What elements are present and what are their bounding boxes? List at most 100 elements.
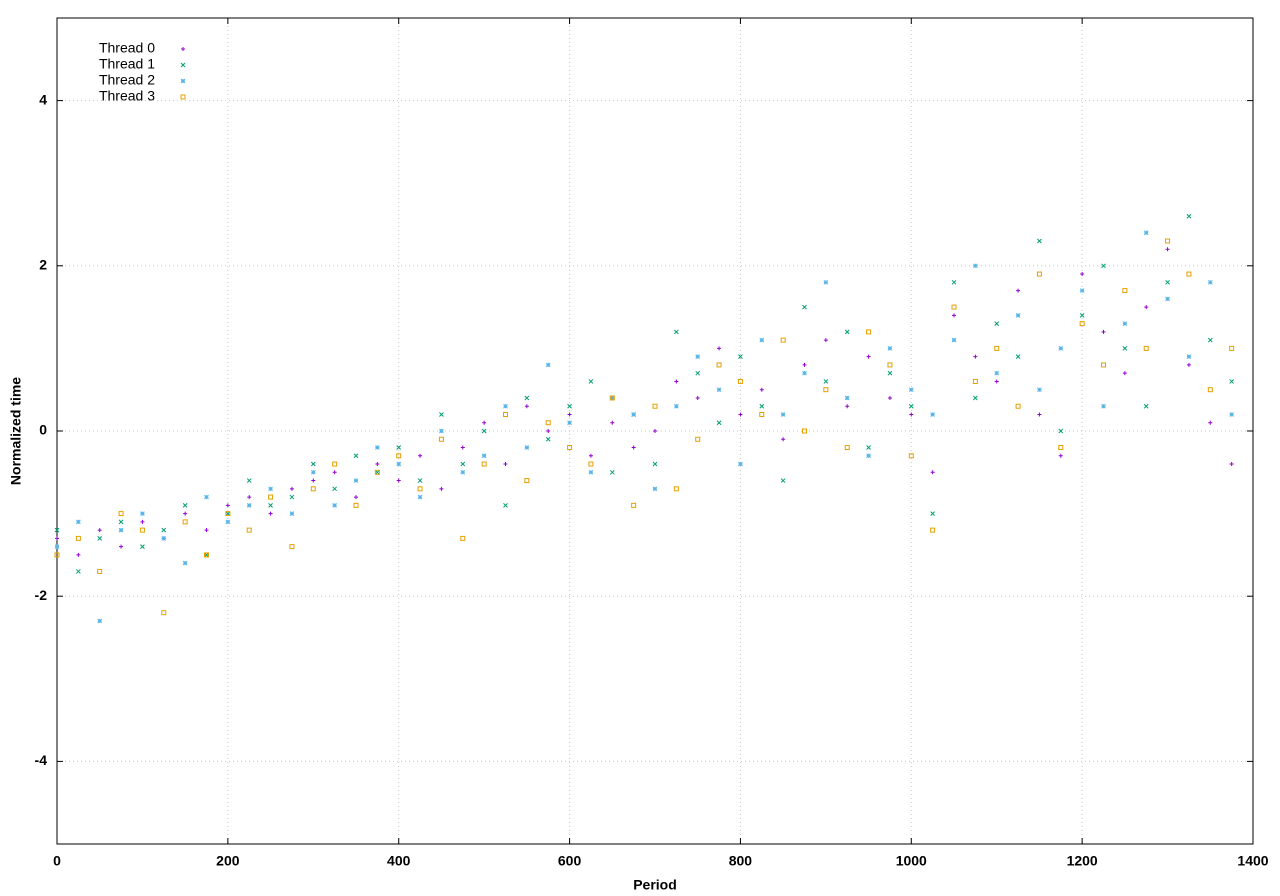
point bbox=[310, 469, 316, 475]
point bbox=[631, 412, 636, 417]
point bbox=[76, 569, 81, 574]
point bbox=[481, 461, 487, 467]
point bbox=[140, 511, 145, 516]
point bbox=[268, 502, 273, 508]
point bbox=[823, 338, 828, 343]
point bbox=[374, 469, 380, 475]
point bbox=[118, 519, 124, 525]
point bbox=[1186, 213, 1192, 219]
point bbox=[1016, 288, 1021, 293]
point bbox=[161, 536, 167, 541]
point bbox=[1037, 412, 1042, 417]
point bbox=[289, 544, 295, 550]
point bbox=[973, 395, 978, 401]
point bbox=[1080, 272, 1085, 277]
point bbox=[610, 420, 615, 425]
point bbox=[97, 536, 103, 541]
point bbox=[140, 519, 145, 524]
point bbox=[972, 378, 978, 384]
point bbox=[1058, 453, 1063, 458]
point bbox=[76, 519, 81, 525]
point bbox=[1101, 263, 1106, 269]
x-tick-label: 1400 bbox=[1237, 853, 1268, 869]
point bbox=[438, 436, 444, 442]
point bbox=[781, 437, 786, 442]
point bbox=[332, 486, 337, 492]
point bbox=[567, 445, 573, 451]
point bbox=[1207, 279, 1213, 285]
point bbox=[460, 535, 466, 541]
legend-label: Thread 2 bbox=[99, 72, 155, 88]
point bbox=[97, 528, 102, 533]
point bbox=[908, 453, 914, 459]
point bbox=[1058, 445, 1064, 451]
point bbox=[866, 354, 871, 359]
point bbox=[161, 527, 167, 533]
point bbox=[140, 544, 145, 549]
point bbox=[311, 478, 316, 483]
point bbox=[1101, 329, 1106, 334]
point bbox=[417, 478, 423, 483]
point bbox=[780, 412, 786, 417]
point bbox=[1037, 387, 1042, 393]
x-tick-label: 200 bbox=[216, 853, 240, 869]
point bbox=[503, 411, 508, 417]
legend-marker bbox=[180, 62, 186, 68]
point bbox=[1229, 412, 1234, 417]
point bbox=[375, 445, 380, 450]
point bbox=[567, 403, 572, 409]
point bbox=[994, 379, 999, 384]
point bbox=[1122, 371, 1127, 376]
point bbox=[545, 436, 551, 442]
point bbox=[802, 370, 807, 376]
x-tick-label: 400 bbox=[387, 853, 411, 869]
point bbox=[545, 420, 551, 426]
point bbox=[994, 321, 1000, 326]
point bbox=[780, 478, 786, 483]
point bbox=[503, 502, 508, 508]
point bbox=[225, 503, 230, 508]
point bbox=[353, 478, 359, 483]
x-tick-label: 0 bbox=[53, 853, 61, 869]
point bbox=[225, 511, 231, 517]
point bbox=[1208, 420, 1213, 425]
point bbox=[332, 461, 338, 467]
y-tick-label: -4 bbox=[35, 752, 48, 768]
point bbox=[289, 486, 294, 491]
point bbox=[994, 345, 1000, 351]
point bbox=[1143, 230, 1149, 236]
point bbox=[887, 362, 893, 368]
point bbox=[759, 403, 765, 409]
point bbox=[182, 560, 188, 566]
point bbox=[951, 337, 957, 343]
point bbox=[823, 279, 829, 285]
point bbox=[204, 528, 209, 533]
y-tick-label: -2 bbox=[35, 587, 48, 603]
point bbox=[417, 494, 423, 500]
point bbox=[524, 404, 529, 409]
point bbox=[1229, 462, 1234, 467]
point bbox=[439, 412, 444, 417]
plot-frame bbox=[56, 17, 1254, 845]
point bbox=[588, 461, 594, 467]
point bbox=[375, 462, 380, 467]
point bbox=[1122, 288, 1128, 294]
point bbox=[609, 469, 615, 475]
point bbox=[653, 429, 657, 433]
point bbox=[353, 502, 359, 508]
point bbox=[310, 486, 316, 492]
point bbox=[674, 403, 679, 409]
point bbox=[930, 527, 936, 533]
point bbox=[973, 263, 978, 269]
point bbox=[524, 445, 530, 450]
x-axis-label: Period bbox=[633, 877, 677, 893]
y-axis-label: Normalized time bbox=[8, 377, 24, 485]
point bbox=[1079, 321, 1085, 327]
point bbox=[396, 478, 401, 483]
point bbox=[1165, 296, 1170, 302]
point bbox=[588, 379, 594, 384]
point bbox=[481, 428, 487, 434]
point bbox=[1165, 279, 1170, 285]
point bbox=[695, 436, 701, 442]
